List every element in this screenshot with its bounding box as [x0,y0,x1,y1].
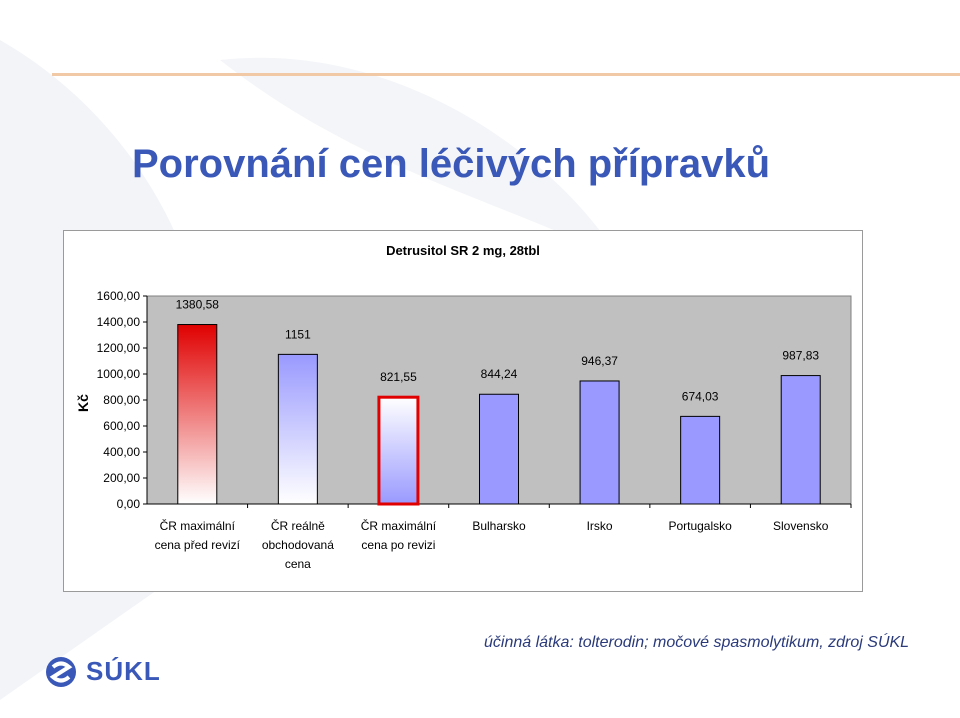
y-tick-label: 1400,00 [97,315,141,329]
chart-title: Detrusitol SR 2 mg, 28tbl [386,243,540,258]
logo-text: SÚKL [86,656,161,686]
bar-chart: Detrusitol SR 2 mg, 28tbl Kč 1600,00 1400… [75,243,852,571]
page-title: Porovnání cen léčivých přípravků [132,142,771,186]
y-axis-label: Kč [75,394,91,412]
category-label: ČR reálně [271,518,325,533]
data-label: 1151 [285,327,311,341]
sukl-logo-icon [46,657,76,687]
bar [680,415,721,505]
data-label: 844,24 [481,367,518,381]
y-tick-label: 0,00 [117,497,141,511]
y-tick-label: 1600,00 [97,289,141,303]
category-label: ČR maximální [160,518,236,533]
y-tick-label: 1200,00 [97,341,141,355]
data-label: 946,37 [581,354,618,368]
y-tick-label: 600,00 [103,419,140,433]
y-tick-label: 800,00 [103,393,140,407]
category-label: Slovensko [773,519,829,533]
header-rule [52,73,960,76]
data-label: 821,55 [380,370,417,384]
category-label: Portugalsko [668,519,732,533]
data-label: 674,03 [682,389,719,403]
bar [780,375,821,505]
source-footnote: účinná látka: tolterodin; močové spasmol… [484,634,910,651]
data-label: 1380,58 [176,298,220,312]
category-label: Bulharsko [472,519,526,533]
category-label: ČR maximální [361,518,437,533]
bar [177,324,218,505]
y-tick-label: 400,00 [103,445,140,459]
bar [277,353,318,505]
bar [377,395,420,506]
category-label: cena před revizí [155,538,241,552]
category-label: Irsko [587,519,613,533]
category-label: cena [285,557,311,571]
data-label: 987,83 [782,349,819,363]
category-label: obchodovaná [262,538,334,552]
y-tick-label: 200,00 [103,471,140,485]
y-tick-label: 1000,00 [97,367,141,381]
bar [579,380,620,505]
category-label: cena po revizi [361,538,435,552]
bar [479,393,519,505]
